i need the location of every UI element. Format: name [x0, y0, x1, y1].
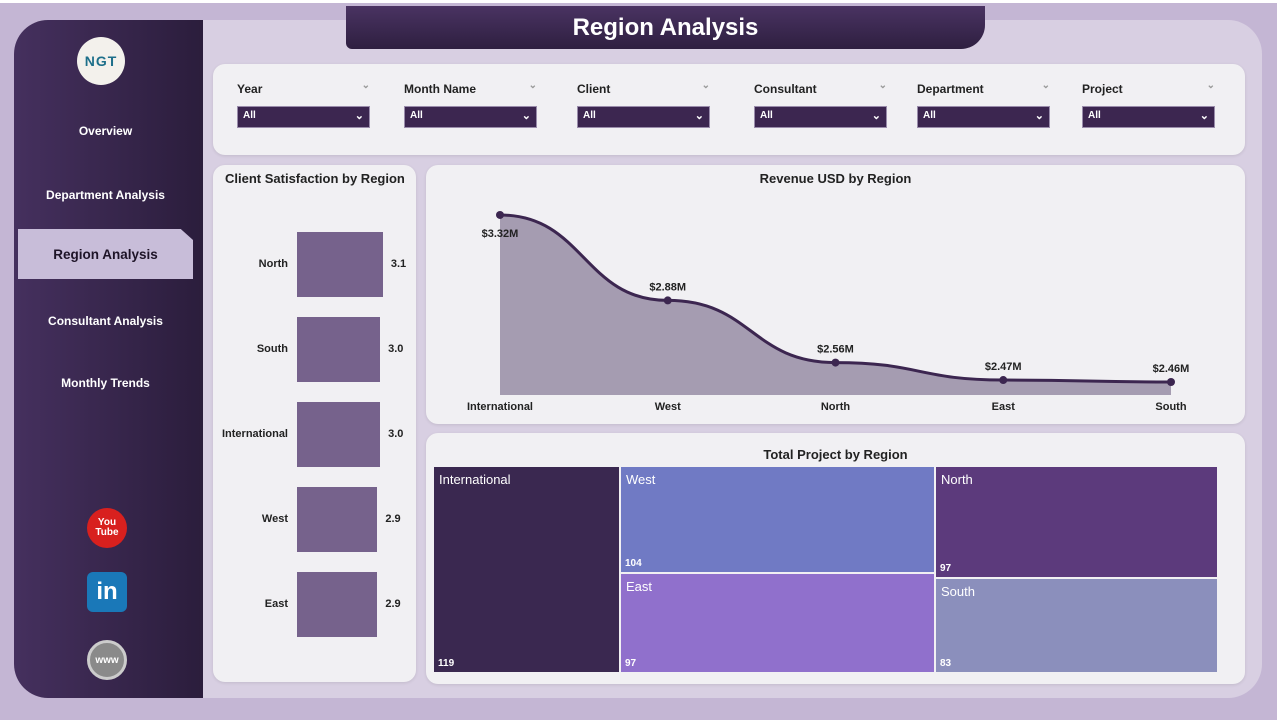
- treemap-title: Total Project by Region: [763, 447, 908, 462]
- client-satisfaction-title: Client Satisfaction by Region: [225, 171, 405, 186]
- page-title: Region Analysis: [346, 6, 985, 49]
- bar-label: South: [256, 343, 288, 355]
- filter-panel: [213, 64, 1245, 155]
- bar-value-label: 3.1: [390, 258, 407, 270]
- department-dropdown[interactable]: All ⌄: [917, 106, 1050, 128]
- treemap-tile[interactable]: West 104: [620, 466, 935, 573]
- tile-label: International: [439, 472, 511, 487]
- data-point[interactable]: [496, 210, 504, 219]
- globe-www-icon[interactable]: www: [87, 640, 127, 680]
- year-dropdown[interactable]: All ⌄: [237, 106, 370, 128]
- client-dropdown[interactable]: All ⌄: [577, 106, 710, 128]
- data-label: $2.47M: [985, 361, 1022, 373]
- filter-label: Project: [1082, 82, 1123, 96]
- bar-label: West: [261, 513, 288, 525]
- chevron-down-icon[interactable]: ⌄: [878, 80, 887, 91]
- revenue-area: [500, 214, 1171, 395]
- chevron-down-icon[interactable]: ⌄: [528, 80, 537, 91]
- treemap-tile[interactable]: South 83: [935, 578, 1218, 673]
- dropdown-value: All: [760, 110, 773, 121]
- data-label: $2.88M: [649, 281, 686, 293]
- month-name-dropdown[interactable]: All ⌄: [404, 106, 537, 128]
- youtube-icon[interactable]: You Tube: [87, 508, 127, 548]
- tile-value: 119: [438, 658, 455, 669]
- tile-label: North: [941, 472, 973, 487]
- filter-label: Consultant: [754, 82, 817, 96]
- filter-label: Department: [917, 82, 984, 96]
- bar[interactable]: [297, 487, 378, 552]
- x-tick-label: North: [821, 401, 851, 413]
- dropdown-value: All: [410, 110, 423, 121]
- tile-value: 104: [625, 558, 642, 569]
- chevron-down-icon: ⌄: [694, 110, 704, 122]
- bar-label: International: [221, 428, 288, 440]
- chevron-down-icon: ⌄: [1199, 110, 1209, 122]
- revenue-line: [499, 213, 1172, 384]
- x-tick-label: West: [655, 401, 681, 413]
- tile-value: 83: [940, 658, 952, 669]
- bar-value-label: 2.9: [385, 513, 401, 525]
- chevron-down-icon: ⌄: [1034, 110, 1044, 122]
- filter-label: Month Name: [404, 82, 476, 96]
- filter-project: Project ⌄ All ⌄: [1082, 80, 1215, 128]
- data-point[interactable]: [831, 358, 840, 367]
- nav-consultant-analysis[interactable]: Consultant Analysis: [48, 314, 163, 328]
- consultant-dropdown[interactable]: All ⌄: [754, 106, 887, 128]
- bar[interactable]: [297, 572, 378, 637]
- x-tick-label: East: [992, 401, 1016, 413]
- chevron-down-icon: ⌄: [521, 110, 531, 122]
- filter-department: Department ⌄ All ⌄: [917, 80, 1050, 128]
- revenue-title: Revenue USD by Region: [759, 171, 912, 186]
- chevron-down-icon[interactable]: ⌄: [701, 80, 710, 91]
- data-point[interactable]: [999, 376, 1008, 385]
- bar-label: East: [264, 598, 288, 610]
- nav-department-analysis[interactable]: Department Analysis: [46, 188, 165, 202]
- top-strip: [0, 0, 1277, 3]
- treemap-tile[interactable]: North 97: [935, 466, 1218, 578]
- tile-label: East: [626, 579, 653, 594]
- ngt-logo: NGT: [77, 37, 125, 85]
- data-label: $2.56M: [817, 344, 854, 356]
- chevron-down-icon: ⌄: [354, 110, 364, 122]
- bar-label: North: [258, 258, 288, 270]
- dropdown-value: All: [583, 110, 596, 121]
- tile-value: 97: [625, 658, 637, 669]
- chevron-down-icon: ⌄: [871, 110, 881, 122]
- data-point[interactable]: [1167, 377, 1175, 386]
- linkedin-icon[interactable]: in: [87, 572, 127, 612]
- project-dropdown[interactable]: All ⌄: [1082, 106, 1215, 128]
- filter-consultant: Consultant ⌄ All ⌄: [754, 80, 887, 128]
- dropdown-value: All: [1088, 110, 1101, 121]
- data-point[interactable]: [663, 296, 672, 305]
- bar[interactable]: [297, 317, 381, 382]
- treemap-tile[interactable]: East 97: [620, 573, 935, 673]
- nav-overview[interactable]: Overview: [78, 124, 133, 138]
- filter-label: Year: [237, 82, 263, 96]
- bar-value-label: 2.9: [385, 598, 401, 610]
- tile-value: 97: [940, 563, 952, 574]
- dropdown-value: All: [923, 110, 936, 121]
- tile-label: West: [626, 472, 656, 487]
- bar[interactable]: [297, 402, 381, 467]
- bar[interactable]: [297, 232, 383, 297]
- x-tick-label: South: [1155, 401, 1186, 413]
- chevron-down-icon[interactable]: ⌄: [1206, 80, 1215, 91]
- treemap-tile[interactable]: International 119: [433, 466, 620, 673]
- data-label: $2.46M: [1153, 363, 1190, 375]
- filter-label: Client: [577, 82, 611, 96]
- bar-value-label: 3.0: [388, 343, 404, 355]
- filter-month-name: Month Name ⌄ All ⌄: [404, 80, 537, 128]
- bar-value-label: 3.0: [388, 428, 404, 440]
- nav-monthly-trends[interactable]: Monthly Trends: [61, 376, 150, 390]
- x-tick-label: International: [467, 401, 533, 413]
- data-label: $3.32M: [482, 228, 519, 240]
- nav-region-analysis[interactable]: Region Analysis: [18, 229, 193, 279]
- chevron-down-icon[interactable]: ⌄: [361, 80, 370, 91]
- filter-year: Year ⌄ All ⌄: [237, 80, 370, 128]
- dropdown-value: All: [243, 110, 256, 121]
- tile-label: South: [941, 584, 975, 599]
- filter-client: Client ⌄ All ⌄: [577, 80, 710, 128]
- chevron-down-icon[interactable]: ⌄: [1041, 80, 1050, 91]
